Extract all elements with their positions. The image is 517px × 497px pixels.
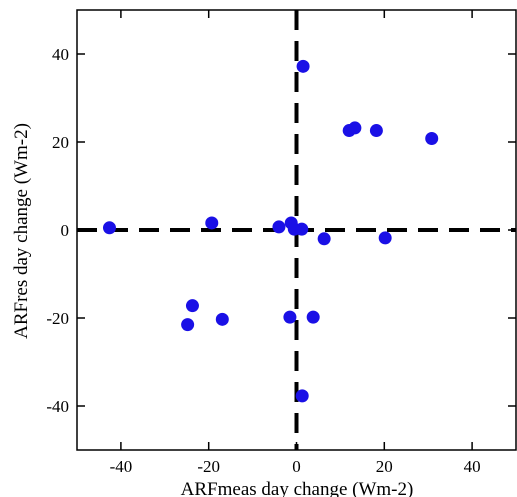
y-tick-label: 40 [52, 45, 69, 64]
data-point [306, 310, 320, 324]
data-point [205, 216, 219, 230]
data-point [295, 222, 309, 236]
data-point [296, 59, 310, 73]
data-point [295, 389, 309, 403]
x-tick-label: -20 [197, 457, 220, 476]
data-point [369, 124, 383, 138]
data-point [378, 231, 392, 245]
x-tick-label: 20 [376, 457, 393, 476]
x-tick-label: 40 [464, 457, 481, 476]
data-points [102, 59, 439, 403]
y-tick-label: -20 [46, 309, 69, 328]
data-point [102, 221, 116, 235]
data-point [185, 299, 199, 313]
data-point [348, 121, 362, 135]
data-point [317, 232, 331, 246]
data-point [215, 312, 229, 326]
y-tick-label: 20 [52, 133, 69, 152]
data-point [181, 318, 195, 332]
plot-frame [76, 9, 517, 451]
data-point [425, 131, 439, 145]
y-tick-label: 0 [61, 221, 70, 240]
y-tick-label: -40 [46, 397, 69, 416]
data-point [283, 310, 297, 324]
y-axis-label: ARFres day change (Wm-2) [11, 123, 32, 339]
data-point [272, 220, 286, 234]
x-axis-label: ARFmeas day change (Wm-2) [181, 479, 414, 497]
x-tick-labels: -40 -20 0 20 40 [110, 457, 481, 476]
y-tick-labels: -40 -20 0 20 40 [46, 45, 69, 416]
x-tick-label: 0 [292, 457, 301, 476]
x-tick-label: -40 [110, 457, 133, 476]
